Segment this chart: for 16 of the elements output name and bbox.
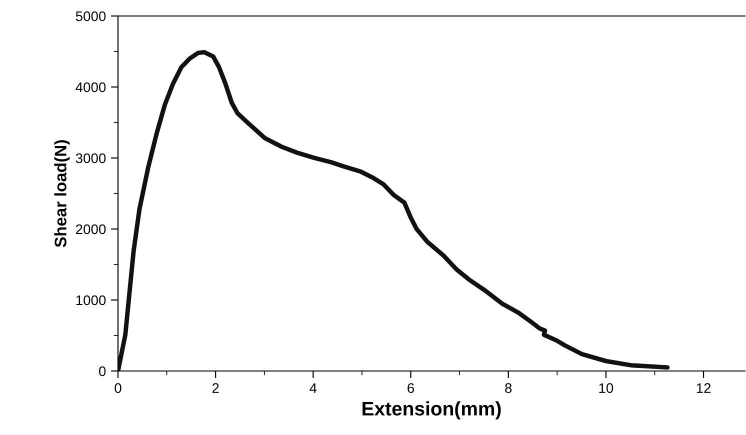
line-series [118,50,670,371]
x-tick-label: 8 [505,383,512,394]
y-tick-label: 3000 [76,153,106,164]
y-tick-label: 2000 [76,224,106,234]
x-tick-label: 6 [408,383,414,394]
x-tick-label: 12 [696,383,711,393]
x-tick-label: 10 [599,383,614,394]
y-tick-label: 5000 [76,11,106,22]
y-tick-label: 4000 [76,82,106,92]
y-tick-label: 1000 [76,295,106,306]
y-tick-label: 0 [99,366,106,376]
x-tick-label: 2 [212,383,219,393]
y-axis-title: Shear load(N) [54,140,70,248]
x-axis-title: Extension(mm) [362,401,501,420]
x-tick-label: 0 [114,383,122,394]
x-tick-label: 4 [310,383,317,393]
